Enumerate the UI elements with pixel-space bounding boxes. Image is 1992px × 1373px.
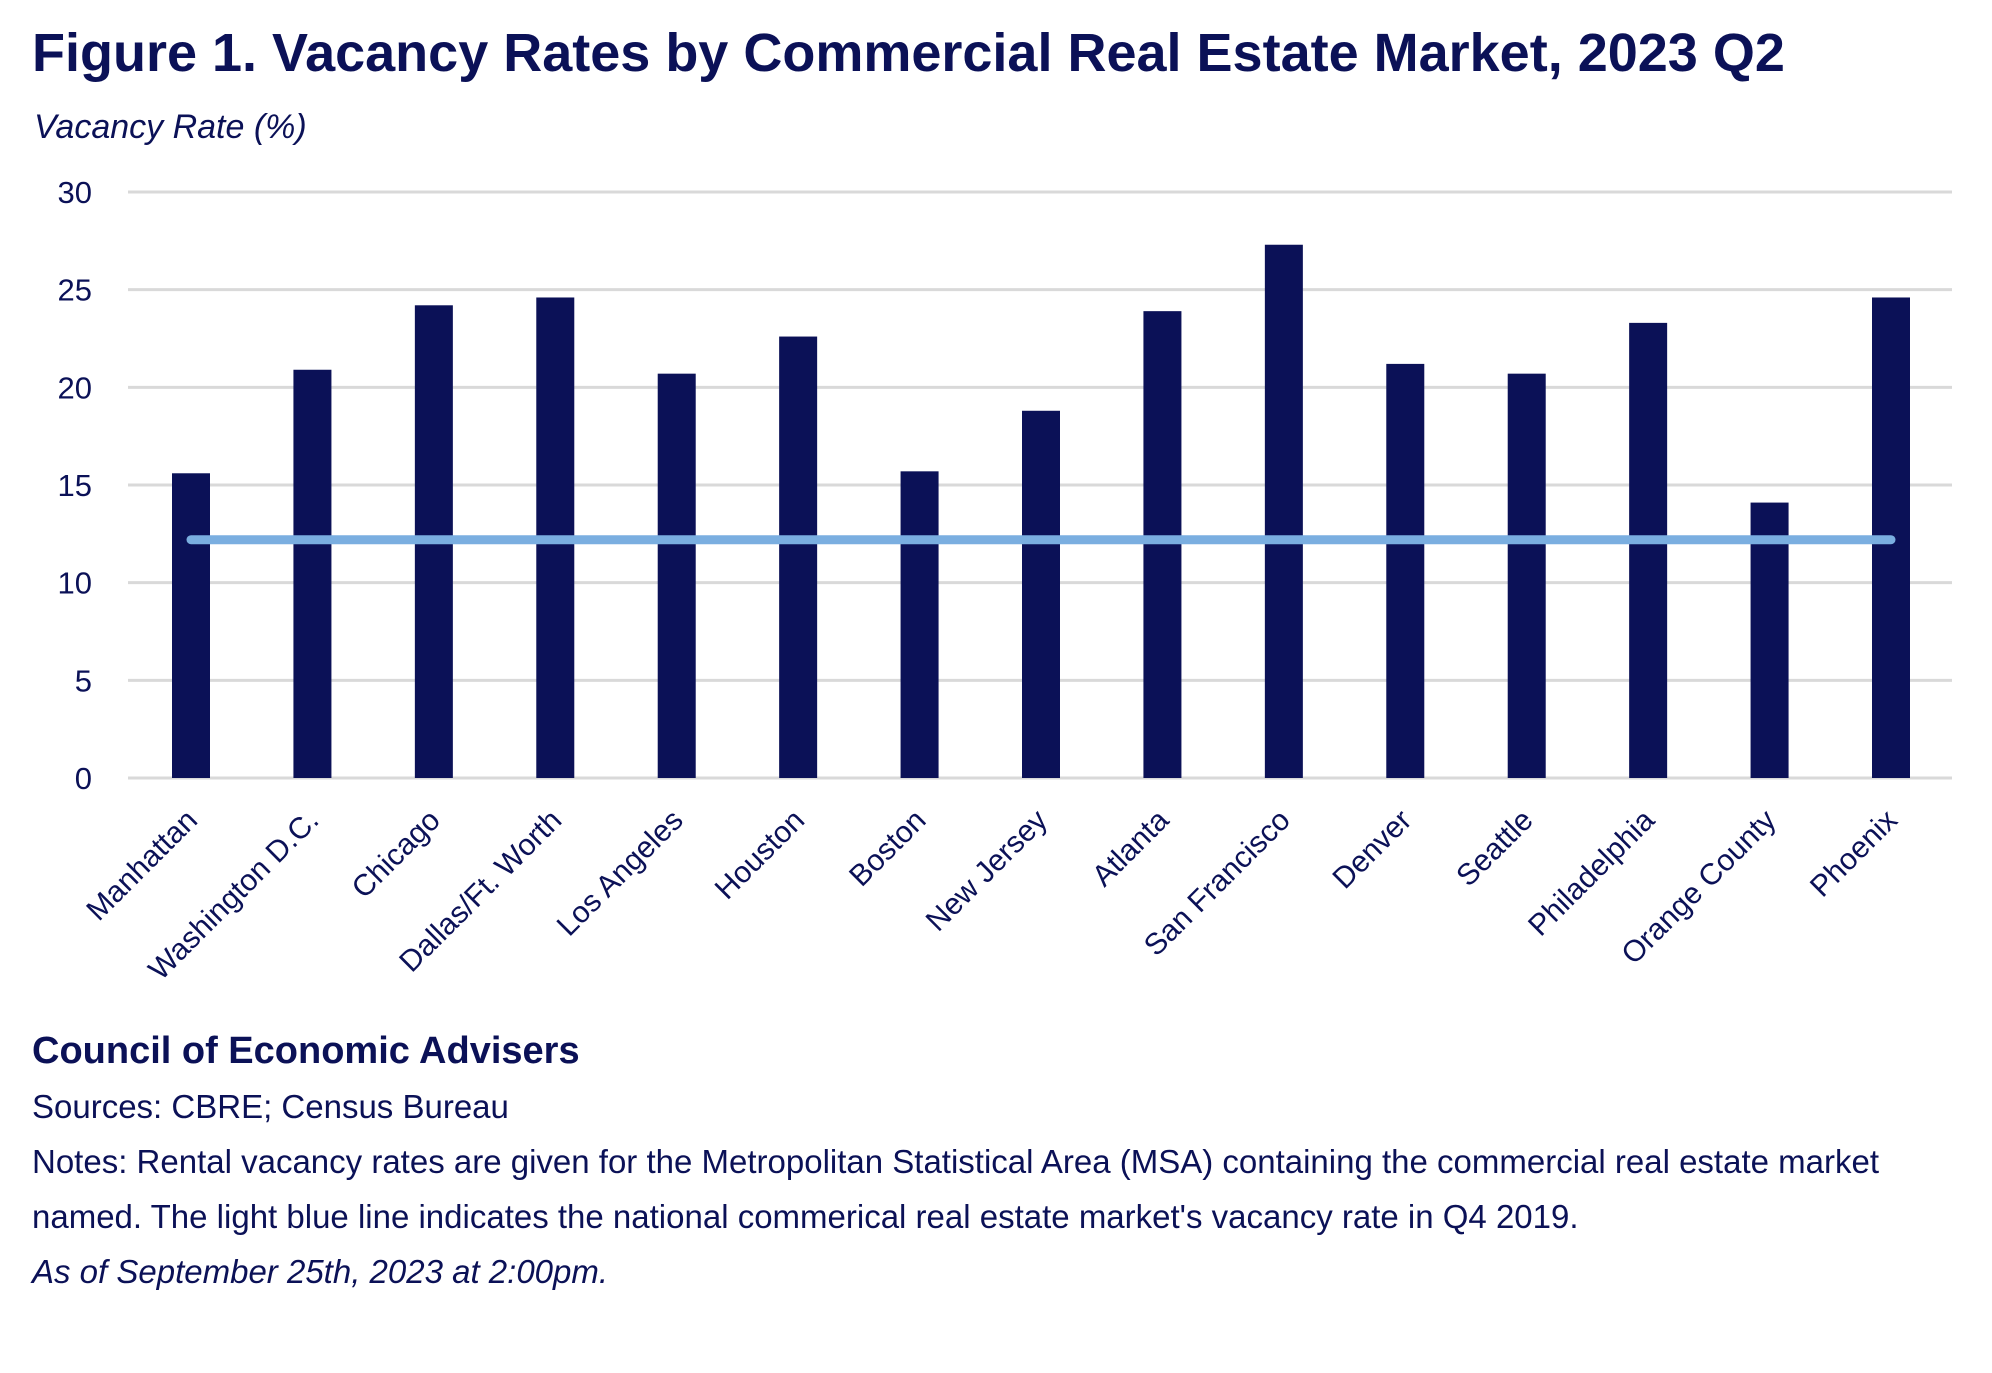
- bar: [1143, 311, 1182, 778]
- bar: [172, 473, 210, 778]
- y-tick-label: 0: [75, 761, 92, 796]
- bar: [1264, 244, 1303, 779]
- bar: [657, 373, 696, 778]
- bar: [900, 471, 939, 778]
- chart-title: Figure 1. Vacancy Rates by Commercial Re…: [32, 23, 1785, 83]
- bar: [1507, 373, 1546, 778]
- y-tick-label: 25: [58, 273, 92, 308]
- x-tick-label: Phoenix: [1804, 804, 1904, 904]
- sources-text: Sources: CBRE; Census Bureau: [32, 1088, 509, 1125]
- x-tick-label: Houston: [709, 804, 811, 906]
- x-tick-label: Seattle: [1450, 804, 1539, 893]
- bar: [1022, 410, 1060, 778]
- footer: Council of Economic Advisers Sources: CB…: [32, 1024, 1952, 1299]
- x-tick-label: Los Angeles: [551, 804, 690, 943]
- x-tick-label: Chicago: [346, 804, 447, 905]
- bar: [293, 369, 332, 778]
- y-tick-label: 15: [58, 468, 92, 503]
- x-tick-label: Denver: [1327, 804, 1419, 896]
- x-tick-label: New Jersey: [920, 804, 1054, 938]
- y-axis-label: Vacancy Rate (%): [34, 108, 307, 146]
- as-of-text: As of September 25th, 2023 at 2:00pm.: [32, 1253, 609, 1290]
- notes-text: Notes: Rental vacancy rates are given fo…: [32, 1143, 1880, 1235]
- y-tick-label: 10: [58, 566, 92, 601]
- bar: [1386, 363, 1425, 778]
- y-tick-label: 30: [58, 175, 92, 210]
- y-tick-label: 20: [58, 370, 92, 405]
- bar: [1750, 502, 1789, 778]
- x-tick-label: Boston: [843, 804, 932, 893]
- source-organization: Council of Economic Advisers: [32, 1030, 580, 1072]
- x-tick-label: Manhattan: [80, 804, 204, 928]
- bar: [779, 336, 818, 778]
- y-tick-label: 5: [75, 663, 92, 698]
- bar: [1629, 322, 1668, 778]
- x-tick-label: Atlanta: [1086, 803, 1176, 893]
